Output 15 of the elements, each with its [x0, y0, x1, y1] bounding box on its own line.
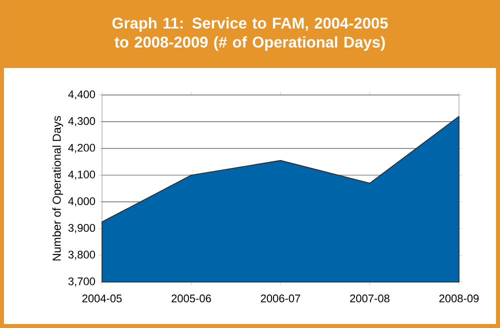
y-tick-label: 4,100 [68, 170, 96, 180]
y-axis-title: Number of Operational Days [52, 116, 64, 260]
y-tick-label: 3,700 [68, 277, 96, 287]
y-tick-label: 4,300 [68, 117, 96, 126]
y-tick-label: 3,800 [68, 250, 96, 260]
y-tick-label: 4,000 [68, 197, 96, 206]
x-tick-label: 2008-09 [439, 294, 479, 302]
x-tick-label: 2004-05 [82, 294, 122, 302]
x-tick-label: 2006-07 [260, 294, 300, 302]
y-tick-label: 4,200 [68, 144, 96, 153]
x-tick-label: 2007-08 [350, 294, 390, 302]
y-tick-label: 4,400 [68, 90, 96, 100]
y-tick-label: 3,900 [68, 224, 96, 234]
chart-title: Graph 11: Service to FAM, 2004-2005 to 2008-2009 (# of Operational Days) [112, 17, 388, 51]
x-tick-label: 2005-06 [172, 294, 211, 302]
